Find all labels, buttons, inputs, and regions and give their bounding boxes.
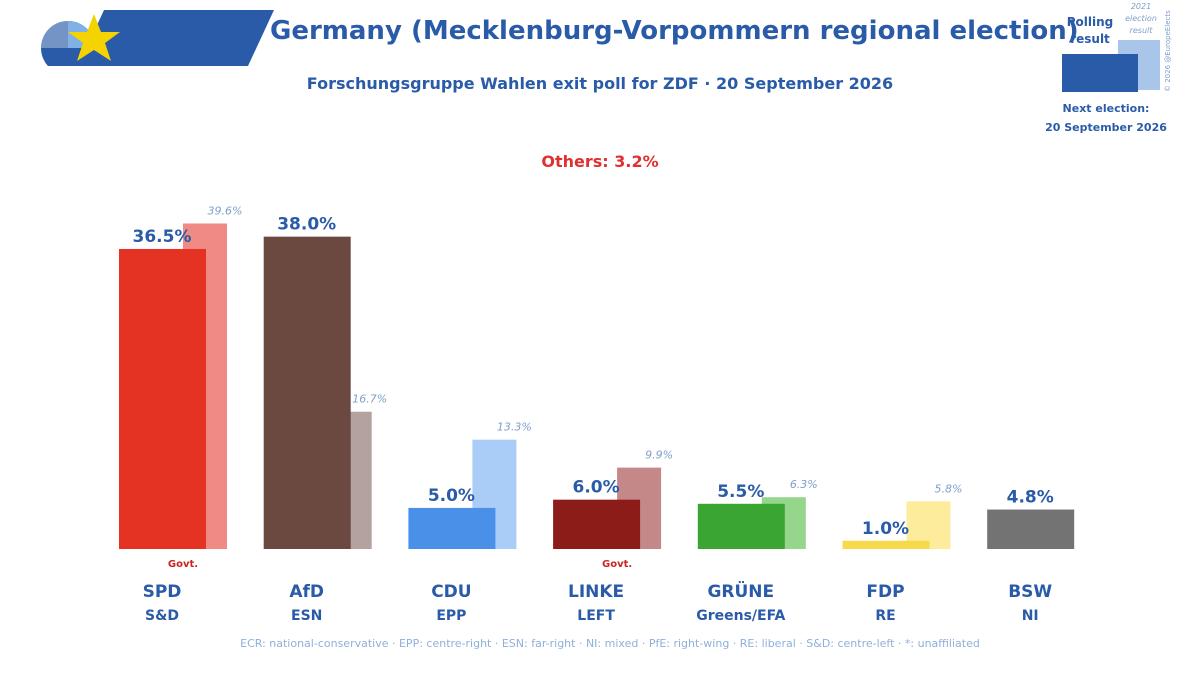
label-2021-grne: 6.3% — [790, 478, 818, 491]
label-poll-afd: 38.0% — [277, 215, 336, 235]
label-poll-linke: 6.0% — [573, 478, 620, 498]
label-poll-bsw: 4.8% — [1007, 488, 1054, 508]
bar-poll-fdp — [842, 540, 930, 549]
party-name-spd: SPD — [143, 582, 182, 602]
legend-next-election-line2: 20 September 2026 — [1045, 121, 1167, 134]
party-name-afd: AfD — [289, 582, 324, 602]
govt-marker-linke: Govt. — [602, 559, 632, 570]
legend-polling-label-line1: Polling — [1067, 15, 1114, 29]
bar-poll-linke — [553, 499, 641, 549]
label-poll-fdp: 1.0% — [862, 519, 909, 539]
bar-poll-afd — [263, 236, 351, 549]
legend-polling-label-line2: result — [1070, 32, 1110, 46]
party-group-bsw: NI — [1022, 608, 1039, 624]
bar-poll-cdu — [408, 507, 496, 549]
legend-next-election-line1: Next election: — [1063, 102, 1150, 115]
party-group-spd: S&D — [145, 608, 179, 624]
label-2021-cdu: 13.3% — [497, 421, 532, 434]
legend: Polling result 2021 election result © 20… — [1045, 2, 1172, 134]
party-group-afd: ESN — [291, 608, 322, 624]
party-name-fdp: FDP — [866, 582, 904, 602]
govt-marker-spd: Govt. — [168, 559, 198, 570]
europe-elects-logo — [41, 10, 274, 66]
legend-election-label-line2: election — [1125, 14, 1157, 23]
party-group-fdp: RE — [875, 608, 895, 624]
legend-election-label-line3: result — [1130, 26, 1154, 35]
party-name-grne: GRÜNE — [707, 580, 774, 602]
label-2021-afd: 16.7% — [352, 393, 387, 406]
legend-election-label-line1: 2021 — [1131, 2, 1151, 11]
bar-poll-bsw — [987, 509, 1075, 549]
label-poll-spd: 36.5% — [133, 227, 192, 247]
party-name-cdu: CDU — [431, 582, 471, 602]
party-name-bsw: BSW — [1008, 582, 1052, 602]
page-subtitle: Forschungsgruppe Wahlen exit poll for ZD… — [306, 74, 894, 93]
bar-poll-grne — [697, 503, 785, 549]
legend-copyright: © 2026 @EuropeElects — [1164, 10, 1172, 92]
party-group-grne: Greens/EFA — [696, 608, 785, 624]
label-2021-spd: 39.6% — [208, 204, 243, 217]
others-label: Others: 3.2% — [541, 152, 659, 171]
label-poll-cdu: 5.0% — [428, 486, 475, 506]
party-group-linke: LEFT — [577, 608, 615, 624]
legend-current-swatch — [1062, 54, 1138, 92]
label-2021-fdp: 5.8% — [935, 482, 963, 495]
footnote: ECR: national-conservative · EPP: centre… — [240, 637, 980, 650]
label-2021-linke: 9.9% — [645, 449, 673, 462]
label-poll-grne: 5.5% — [717, 482, 764, 502]
party-name-linke: LINKE — [568, 582, 624, 602]
bar-poll-spd — [119, 248, 206, 549]
party-group-cdu: EPP — [436, 608, 466, 624]
